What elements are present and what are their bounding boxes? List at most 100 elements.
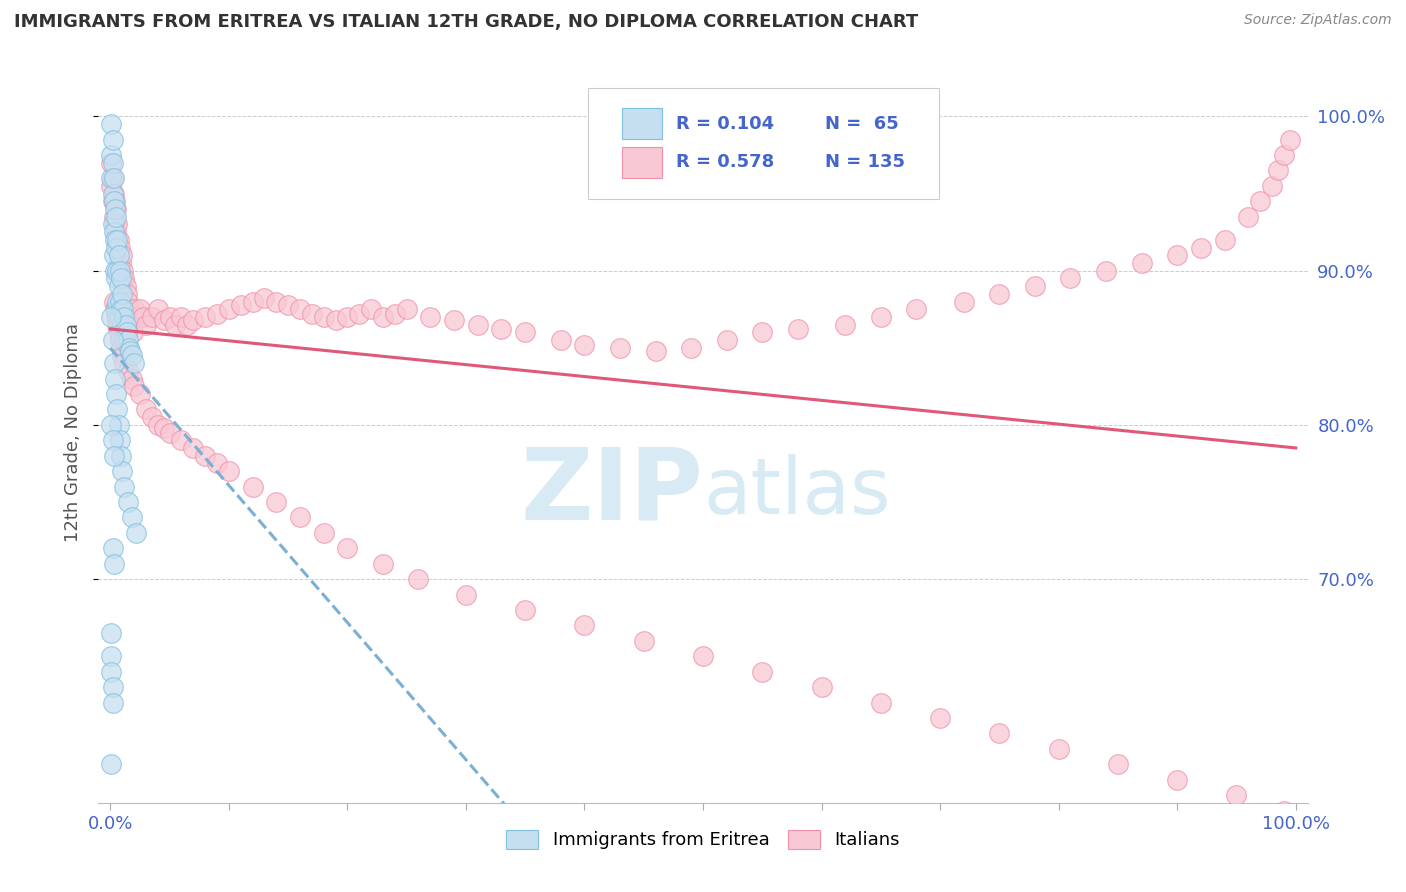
Point: [104, 194, 127, 209]
Point: [454, 588, 477, 602]
Y-axis label: 12th Grade, No Diploma: 12th Grade, No Diploma: [65, 323, 83, 542]
Point: [929, 711, 952, 725]
Point: [114, 318, 136, 332]
Point: [159, 310, 181, 324]
Point: [100, 148, 122, 162]
Point: [952, 294, 974, 309]
Point: [105, 318, 128, 332]
Point: [103, 171, 125, 186]
Point: [110, 271, 132, 285]
Point: [129, 387, 152, 401]
Point: [110, 449, 132, 463]
Text: N = 135: N = 135: [825, 153, 905, 171]
Point: [129, 302, 152, 317]
Point: [122, 379, 145, 393]
Point: [1059, 271, 1081, 285]
Point: [111, 318, 134, 332]
Point: [988, 286, 1011, 301]
Point: [105, 263, 128, 277]
Point: [121, 318, 143, 332]
Point: [103, 186, 125, 201]
Point: [905, 302, 928, 317]
Point: [1278, 132, 1301, 146]
Point: [609, 341, 631, 355]
Bar: [621, 108, 662, 139]
Point: [810, 680, 832, 694]
Point: [242, 294, 264, 309]
Point: [181, 313, 204, 327]
Point: [110, 256, 132, 270]
Point: [132, 310, 155, 324]
Point: [117, 495, 139, 509]
Point: [1047, 741, 1070, 756]
Point: [1267, 163, 1289, 178]
Point: [170, 310, 193, 324]
Point: [100, 649, 122, 664]
Point: [419, 310, 441, 324]
Point: [104, 371, 127, 385]
Point: [107, 233, 129, 247]
Point: [108, 240, 131, 254]
Point: [101, 194, 124, 209]
Point: [101, 541, 124, 556]
Point: [515, 603, 537, 617]
Point: [371, 557, 394, 571]
Point: [105, 302, 128, 317]
Point: [122, 356, 145, 370]
Point: [165, 318, 187, 332]
Point: [121, 371, 143, 385]
Point: [108, 263, 131, 277]
Point: [115, 326, 138, 340]
Point: [1166, 772, 1188, 787]
Point: [550, 333, 572, 347]
Point: [111, 349, 134, 363]
Point: [325, 313, 347, 327]
Point: [108, 294, 131, 309]
Point: [114, 480, 136, 494]
Point: [146, 302, 169, 317]
Point: [786, 322, 808, 336]
Point: [111, 464, 134, 478]
Point: [104, 218, 127, 232]
Point: [122, 302, 145, 317]
Point: [205, 307, 228, 321]
Text: IMMIGRANTS FROM ERITREA VS ITALIAN 12TH GRADE, NO DIPLOMA CORRELATION CHART: IMMIGRANTS FROM ERITREA VS ITALIAN 12TH …: [14, 13, 918, 31]
Point: [1166, 248, 1188, 262]
Point: [347, 307, 370, 321]
Text: N =  65: N = 65: [825, 115, 898, 133]
Point: [105, 210, 128, 224]
Point: [125, 310, 148, 324]
Point: [264, 294, 287, 309]
Point: [100, 117, 122, 131]
Point: [288, 302, 311, 317]
Point: [1130, 256, 1153, 270]
Point: [218, 464, 240, 478]
Point: [118, 341, 141, 355]
Point: [135, 402, 157, 417]
Point: [574, 618, 596, 632]
Point: [112, 302, 135, 317]
Point: [1095, 263, 1118, 277]
Point: [104, 263, 127, 277]
Text: R = 0.578: R = 0.578: [676, 153, 775, 171]
Point: [120, 310, 142, 324]
Point: [101, 155, 124, 169]
Point: [312, 310, 335, 324]
Point: [117, 364, 139, 378]
Text: R = 0.104: R = 0.104: [676, 115, 775, 133]
Point: [105, 387, 128, 401]
Point: [105, 240, 128, 254]
Point: [205, 457, 228, 471]
Text: Source: ZipAtlas.com: Source: ZipAtlas.com: [1244, 13, 1392, 28]
Point: [103, 449, 125, 463]
Point: [869, 310, 891, 324]
Point: [170, 434, 193, 448]
Point: [312, 525, 335, 540]
Point: [104, 202, 127, 216]
Point: [100, 310, 122, 324]
Point: [100, 178, 122, 193]
Point: [111, 271, 134, 285]
Point: [114, 279, 136, 293]
Point: [515, 326, 537, 340]
Point: [107, 248, 129, 262]
